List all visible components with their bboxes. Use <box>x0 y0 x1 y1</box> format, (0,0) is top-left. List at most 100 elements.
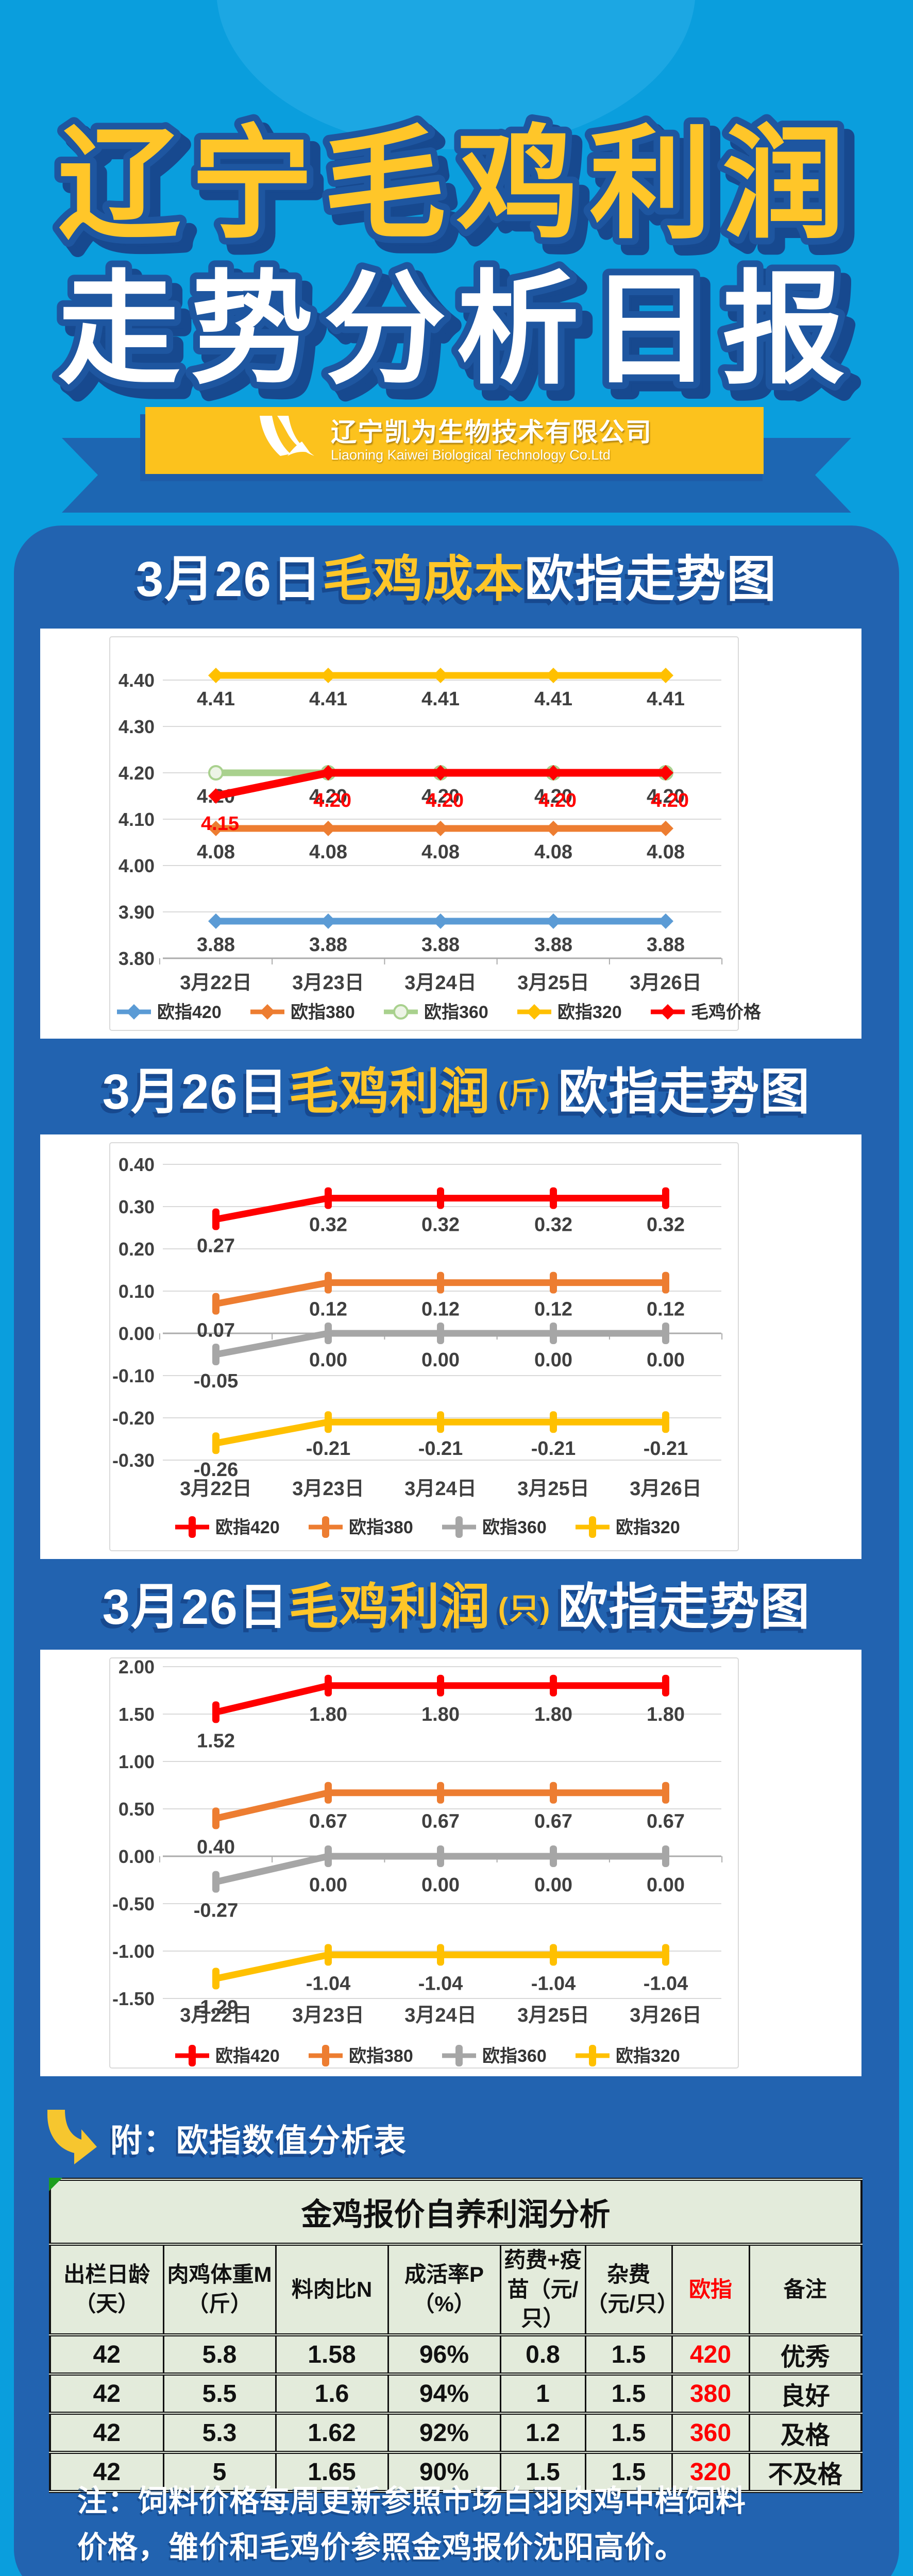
svg-text:4.20: 4.20 <box>421 786 460 807</box>
svg-text:0.32: 0.32 <box>534 1214 572 1236</box>
svg-text:4.20: 4.20 <box>651 790 689 811</box>
svg-text:欧指380: 欧指380 <box>291 1003 355 1022</box>
table-cell: 42 <box>49 2451 164 2494</box>
table-row: 42 5.8 1.58 96% 0.8 1.5 420 优秀 <box>49 2333 863 2376</box>
arrow-icon <box>47 2110 97 2164</box>
table-cell: 良好 <box>748 2372 863 2415</box>
table-cell: 1.5 <box>584 2412 673 2454</box>
svg-text:4.08: 4.08 <box>647 841 685 863</box>
svg-text:1.80: 1.80 <box>421 1704 460 1725</box>
svg-text:0.00: 0.00 <box>534 1349 572 1371</box>
svg-text:0.12: 0.12 <box>647 1299 685 1320</box>
chart3-card: 2.00 1.50 1.00 0.50 0.00 -0.50 -1.00 -1.50 3月22日… <box>40 1650 861 2076</box>
svg-text:0.30: 0.30 <box>119 1196 155 1217</box>
svg-text:3.88: 3.88 <box>421 934 460 956</box>
svg-text:3.88: 3.88 <box>309 934 347 956</box>
svg-text:4.41: 4.41 <box>421 688 460 710</box>
table-row: 42 5 1.65 90% 1.5 1.5 320 不及格 <box>49 2451 863 2494</box>
svg-text:4.08: 4.08 <box>309 841 347 863</box>
svg-text:3月24日: 3月24日 <box>404 2005 476 2026</box>
chart-svg: 0.40 0.30 0.20 0.10 0.00 -0.10 -0.20 -0.30 3月22日… <box>109 1142 739 1551</box>
svg-text:0.00: 0.00 <box>647 1874 685 1896</box>
chart2-title-prefix: 3月26日 <box>102 1064 289 1120</box>
chart3-title-unit: (只) <box>498 1592 551 1625</box>
table-header: 欧指 <box>671 2242 750 2337</box>
table-cell: 5.3 <box>162 2412 277 2454</box>
svg-text:4.41: 4.41 <box>197 688 235 710</box>
chart3-title-prefix: 3月26日 <box>102 1580 289 1635</box>
note-line1: 注：饲料价格每周更新参照市场白羽肉鸡中档饲料 <box>77 2484 747 2518</box>
svg-text:3月26日: 3月26日 <box>630 2005 701 2026</box>
svg-text:欧指320: 欧指320 <box>616 2046 680 2066</box>
svg-text:欧指420: 欧指420 <box>215 1518 280 1537</box>
svg-text:-0.27: -0.27 <box>194 1900 239 1922</box>
svg-text:0.12: 0.12 <box>309 1299 347 1320</box>
table-corner-marker <box>49 2178 62 2191</box>
chart3-title-highlight: 毛鸡利润 <box>289 1580 491 1635</box>
table-cell: 不及格 <box>748 2451 863 2494</box>
table-cell: 优秀 <box>748 2333 863 2376</box>
company-ribbon <box>62 407 851 513</box>
svg-text:0.12: 0.12 <box>421 1299 460 1320</box>
chart3-title-suffix: 欧指走势图 <box>558 1580 811 1635</box>
svg-text:4.30: 4.30 <box>119 716 155 737</box>
table-cell: 1.5 <box>499 2451 586 2494</box>
svg-text:3月22日: 3月22日 <box>180 2005 251 2026</box>
svg-text:欧指360: 欧指360 <box>482 2046 547 2066</box>
chart3-title: 3月26日毛鸡利润 (只) 欧指走势图 <box>14 1566 899 1649</box>
svg-text:4.08: 4.08 <box>534 841 572 863</box>
table-header: 杂费（元/只） <box>584 2242 679 2337</box>
svg-text:欧指380: 欧指380 <box>349 2046 413 2066</box>
svg-text:0.67: 0.67 <box>421 1811 460 1833</box>
svg-text:-0.50: -0.50 <box>112 1893 155 1914</box>
svg-text:3.88: 3.88 <box>647 934 685 956</box>
table-cell: 96% <box>387 2333 501 2376</box>
svg-text:欧指360: 欧指360 <box>424 1003 488 1022</box>
banner-plate <box>145 407 764 474</box>
svg-text:4.10: 4.10 <box>119 809 155 830</box>
profit-table: 金鸡报价自养利润分析 出栏日龄（天） 肉鸡体重M（斤） 料肉比N 成活率P（%） 药费+疫… <box>49 2178 863 2494</box>
table-cell: 5.8 <box>162 2333 277 2376</box>
svg-text:-1.29: -1.29 <box>194 1996 239 2018</box>
svg-text:0.27: 0.27 <box>197 1235 235 1257</box>
svg-text:4.08: 4.08 <box>421 841 460 863</box>
table-cell: 1.5 <box>584 2451 673 2494</box>
svg-text:4.20: 4.20 <box>426 790 464 811</box>
header-title-line1-shadow: 辽宁毛鸡利润 <box>67 126 865 262</box>
svg-text:0.07: 0.07 <box>197 1320 235 1342</box>
svg-text:3月25日: 3月25日 <box>517 1478 589 1500</box>
svg-text:0.10: 0.10 <box>119 1281 155 1302</box>
table-cell: 5.5 <box>162 2372 277 2415</box>
note-text: 注：饲料价格每周更新参照市场白羽肉鸡中档饲料 价格，雏价和毛鸡价参照金鸡报价沈阳… <box>77 2478 850 2571</box>
svg-text:-0.21: -0.21 <box>531 1438 576 1460</box>
svg-text:0.00: 0.00 <box>119 1846 155 1867</box>
chart2-title: 3月26日毛鸡利润 (斤) 欧指走势图 <box>14 1051 899 1133</box>
svg-text:-0.20: -0.20 <box>112 1408 155 1429</box>
table-cell: 1.5 <box>584 2372 673 2415</box>
table-cell: 0.8 <box>499 2333 586 2376</box>
svg-text:-1.00: -1.00 <box>112 1941 155 1962</box>
svg-text:3.90: 3.90 <box>119 902 155 923</box>
svg-text:-0.26: -0.26 <box>194 1459 239 1481</box>
table-cell: 1.65 <box>275 2451 389 2494</box>
chart1-title: 3月26日毛鸡成本欧指走势图 <box>14 531 899 629</box>
table-cell: 1.58 <box>275 2333 389 2376</box>
svg-text:4.41: 4.41 <box>647 688 685 710</box>
svg-text:-0.05: -0.05 <box>194 1370 239 1392</box>
svg-text:欧指320: 欧指320 <box>557 1003 622 1022</box>
chart2-card: 0.40 0.30 0.20 0.10 0.00 -0.10 -0.20 -0.30 3月22日… <box>40 1134 861 1559</box>
analysis-section-header: 附：欧指数值分析表 <box>45 2110 407 2165</box>
svg-text:3月25日: 3月25日 <box>517 2005 589 2026</box>
svg-text:0.32: 0.32 <box>309 1214 347 1236</box>
table-cell: 42 <box>49 2412 164 2454</box>
svg-text:4.00: 4.00 <box>119 855 155 876</box>
svg-text:-0.10: -0.10 <box>112 1365 155 1386</box>
svg-text:欧指420: 欧指420 <box>157 1003 222 1022</box>
svg-text:-0.21: -0.21 <box>418 1438 463 1460</box>
svg-text:3月26日: 3月26日 <box>630 972 701 994</box>
svg-text:3.88: 3.88 <box>197 934 235 956</box>
svg-text:0.00: 0.00 <box>534 1874 572 1896</box>
company-logo-icon <box>260 416 314 456</box>
note-line2: 价格，雏价和毛鸡价参照金鸡报价沈阳高价。 <box>77 2530 686 2564</box>
chart1-title-highlight: 毛鸡成本 <box>323 552 525 607</box>
